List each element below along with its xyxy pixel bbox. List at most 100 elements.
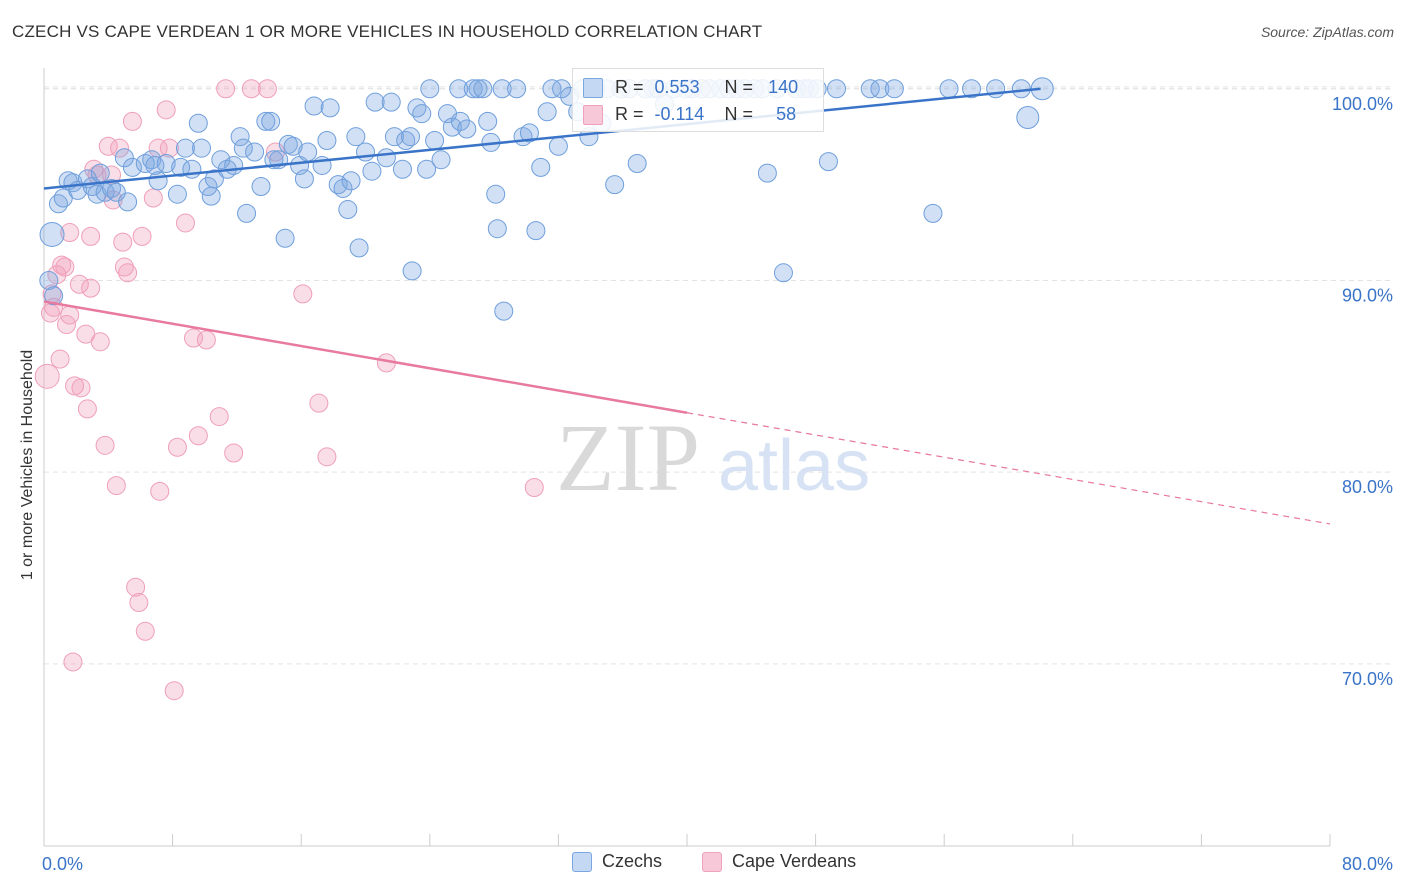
cape-verdeans-point bbox=[126, 577, 146, 597]
czechs-point bbox=[860, 79, 880, 99]
legend-item-cape-verdeans[interactable]: Cape Verdeans bbox=[702, 851, 856, 873]
watermark-atlas: atlas bbox=[718, 426, 870, 506]
y-tick-label: 70.0% bbox=[1342, 669, 1393, 689]
czechs-point bbox=[188, 113, 208, 133]
cape-verdeans-point bbox=[241, 79, 261, 99]
grid-lines bbox=[44, 86, 1392, 665]
cape-verdeans-point bbox=[90, 332, 110, 352]
r-label: R = bbox=[615, 104, 644, 124]
czechs-point bbox=[346, 127, 366, 147]
czechs-point bbox=[251, 177, 271, 197]
czechs-point bbox=[294, 169, 314, 189]
czechs-point bbox=[114, 148, 134, 168]
cape-verdeans-point bbox=[224, 443, 244, 463]
czechs-point bbox=[384, 127, 404, 147]
czechs-legend-label: Czechs bbox=[602, 851, 663, 871]
series-cape-verdeans bbox=[34, 79, 544, 701]
czechs-point bbox=[826, 79, 846, 99]
cape-verdeans-legend-swatch bbox=[702, 852, 722, 873]
czechs-point bbox=[283, 136, 303, 156]
cape-verdeans-point bbox=[156, 100, 176, 120]
czechs-point bbox=[261, 111, 281, 131]
czechs-point bbox=[870, 79, 890, 99]
n-value-czechs: 140 bbox=[768, 77, 799, 97]
czechs-point bbox=[224, 155, 244, 175]
czechs-point bbox=[298, 142, 318, 162]
source-label: Source: ZipAtlas.com bbox=[1260, 24, 1394, 40]
watermark-zip: ZIP bbox=[556, 404, 700, 511]
y-tick-label: 90.0% bbox=[1342, 285, 1393, 305]
y-axis-label-wrap: 1 or more Vehicles in Household bbox=[8, 350, 48, 580]
x-tick-label: 0.0% bbox=[42, 854, 83, 874]
czechs-point bbox=[230, 127, 250, 147]
czechs-point bbox=[90, 163, 110, 183]
czechs-point bbox=[537, 102, 557, 122]
czechs-point bbox=[542, 79, 562, 99]
cape-verdeans-point bbox=[524, 478, 544, 498]
cape-verdeans-point bbox=[71, 378, 91, 398]
cape-verdeans-point bbox=[81, 226, 101, 246]
czechs-point bbox=[1011, 79, 1031, 99]
czechs-point bbox=[381, 92, 401, 112]
cape-verdeans-point bbox=[167, 437, 187, 457]
watermark: ZIP atlas bbox=[556, 404, 870, 511]
cape-verdeans-point bbox=[34, 363, 60, 389]
czechs-point bbox=[204, 169, 224, 189]
czechs-point bbox=[304, 96, 324, 116]
legend-item-czechs[interactable]: Czechs bbox=[572, 851, 663, 873]
czechs-point bbox=[420, 79, 440, 99]
czechs-point bbox=[341, 171, 361, 191]
czechs-point bbox=[552, 79, 572, 99]
czechs-point bbox=[757, 163, 777, 183]
czechs-point bbox=[211, 150, 231, 170]
czechs-point bbox=[320, 98, 340, 118]
czechs-point bbox=[492, 79, 512, 99]
czechs-point bbox=[44, 286, 64, 306]
r-label: R = bbox=[615, 77, 644, 97]
czechs-point bbox=[884, 79, 904, 99]
czechs-point bbox=[376, 148, 396, 168]
y-tick-label: 100.0% bbox=[1332, 94, 1393, 114]
czechs-point bbox=[818, 152, 838, 172]
czechs-point bbox=[473, 79, 493, 99]
czechs-point bbox=[923, 203, 943, 223]
czechs-point bbox=[526, 221, 546, 241]
czechs-point bbox=[401, 127, 421, 147]
cape-verdeans-swatch bbox=[583, 105, 603, 126]
czechs-swatch bbox=[583, 78, 603, 99]
czechs-point bbox=[233, 138, 253, 158]
cape-verdeans-point bbox=[188, 426, 208, 446]
czechs-legend-swatch bbox=[572, 852, 592, 873]
czechs-point bbox=[256, 111, 276, 131]
cape-verdeans-point bbox=[216, 79, 236, 99]
czechs-point bbox=[402, 261, 422, 281]
czechs-point bbox=[519, 123, 539, 143]
cape-verdeans-point bbox=[50, 349, 70, 369]
cape-verdeans-point bbox=[309, 393, 329, 413]
czechs-point bbox=[507, 79, 527, 99]
cape-verdeans-point bbox=[317, 447, 337, 467]
cape-verdeans-point bbox=[129, 593, 149, 613]
cape-verdeans-trend-line bbox=[43, 300, 688, 414]
cape-verdeans-point bbox=[81, 278, 101, 298]
stats-row-czechs: R = 0.553 N = 140 bbox=[583, 75, 798, 99]
czechs-point bbox=[148, 171, 168, 191]
y-tick-label: 80.0% bbox=[1342, 477, 1393, 497]
r-value-cape-verdeans: -0.114 bbox=[654, 104, 705, 124]
cape-verdeans-point bbox=[110, 138, 130, 158]
czechs-point bbox=[962, 79, 982, 99]
cape-verdeans-trend-extension bbox=[686, 412, 1331, 525]
czechs-point bbox=[417, 159, 437, 179]
y-axis-label: 1 or more Vehicles in Household bbox=[19, 349, 36, 581]
cape-verdeans-point bbox=[113, 232, 133, 252]
cape-verdeans-point bbox=[118, 263, 138, 283]
cape-verdeans-point bbox=[135, 621, 155, 641]
r-value-czechs: 0.553 bbox=[654, 77, 700, 97]
czechs-point bbox=[478, 111, 498, 131]
czechs-point bbox=[175, 138, 195, 158]
czechs-point bbox=[356, 142, 375, 162]
n-value-cape-verdeans: 58 bbox=[776, 104, 797, 124]
cape-verdeans-point bbox=[114, 257, 134, 277]
cape-verdeans-point bbox=[132, 226, 152, 246]
